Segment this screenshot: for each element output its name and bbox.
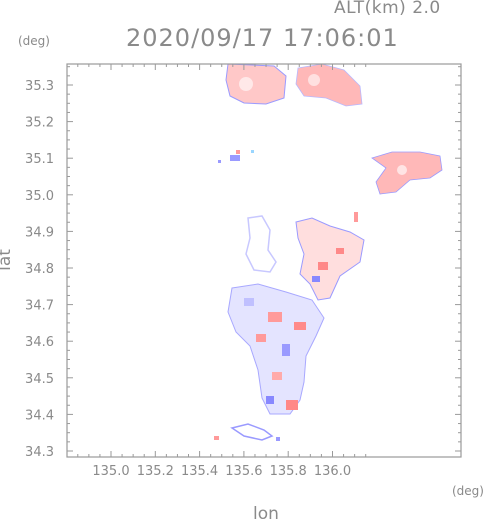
echo-speck — [318, 262, 328, 270]
y-tick-label: 34.3 — [25, 445, 54, 460]
echo-speck — [230, 155, 240, 161]
altitude-label: ALT(km) 2.0 — [334, 0, 441, 18]
x-axis-unit: (deg) — [452, 484, 484, 498]
y-tick-label: 35.0 — [25, 189, 54, 204]
y-tick-label: 34.8 — [25, 262, 54, 277]
echo-speck — [312, 276, 320, 282]
echo-patch-east — [371, 151, 443, 195]
y-tick-label: 34.9 — [25, 225, 54, 240]
x-tick-label: 135.4 — [181, 464, 218, 479]
echo-patch-north-west — [225, 63, 287, 105]
y-tick-label: 35.3 — [25, 79, 54, 94]
x-tick-label: 136.0 — [314, 464, 351, 479]
y-axis: 34.3 34.4 34.5 34.6 34.7 34.8 34.9 35.0 35.1 35.2… — [25, 66, 461, 460]
x-tick-label: 135.0 — [92, 464, 129, 479]
echo-patch-main — [227, 283, 325, 415]
echo-patch-north-east — [295, 63, 363, 107]
y-axis-unit: (deg) — [18, 34, 50, 48]
echo-patch-center-east — [295, 217, 365, 301]
y-tick-label: 34.7 — [25, 299, 54, 314]
echo-speck — [272, 372, 282, 380]
echo-speck — [294, 322, 306, 330]
x-axis-title: lon — [253, 504, 279, 524]
echo-speck — [354, 212, 358, 222]
echo-speck — [268, 312, 282, 322]
echo-highlight — [308, 74, 320, 86]
echo-speck — [286, 400, 298, 410]
x-tick-label: 135.6 — [225, 464, 262, 479]
echo-speck — [282, 344, 290, 356]
y-tick-label: 35.2 — [25, 116, 54, 131]
echo-highlight — [397, 165, 407, 175]
y-tick-label: 34.5 — [25, 372, 54, 387]
echo-layer — [214, 63, 443, 441]
y-tick-label: 34.4 — [25, 408, 54, 423]
plot-frame — [66, 63, 462, 458]
echo-speck — [266, 396, 274, 404]
echo-speck — [214, 436, 219, 440]
echo-speck — [276, 437, 280, 441]
timestamp-title: 2020/09/17 17:06:01 — [126, 24, 399, 52]
echo-speck — [236, 150, 240, 154]
echo-patch-center-north — [245, 215, 277, 273]
echo-speck — [251, 150, 254, 153]
x-tick-label: 135.2 — [137, 464, 174, 479]
x-tick-label: 135.8 — [270, 464, 307, 479]
x-axis: 135.0 135.2 135.4 135.6 135.8 136.0 — [77, 64, 367, 479]
echo-highlight — [239, 77, 253, 91]
echo-speck — [336, 248, 344, 254]
echo-speck — [256, 334, 266, 342]
y-tick-label: 34.6 — [25, 335, 54, 350]
y-tick-label: 35.1 — [25, 152, 54, 167]
echo-patch-south — [230, 423, 274, 441]
echo-speck — [218, 160, 221, 163]
echo-speck — [244, 298, 254, 306]
